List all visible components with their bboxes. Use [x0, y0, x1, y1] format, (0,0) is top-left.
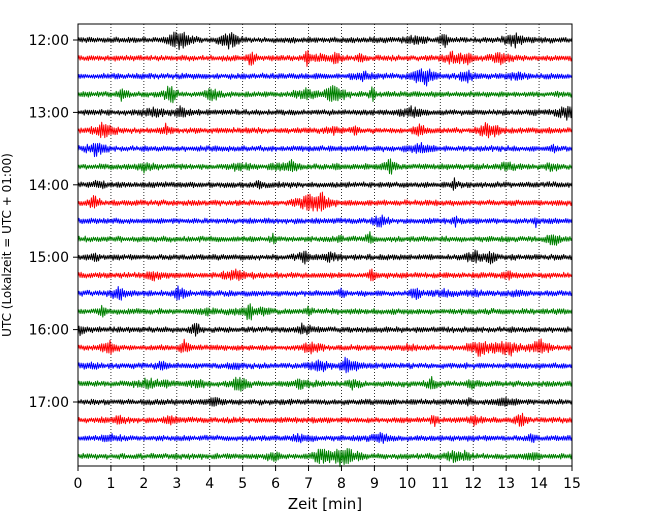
x-tick-label: 8: [337, 476, 346, 492]
y-tick-label: 12:00: [29, 33, 69, 49]
seismogram-trace: [77, 285, 573, 301]
seismogram-trace: [77, 338, 573, 357]
seismogram-trace: [77, 303, 573, 321]
seismogram-trace: [77, 356, 573, 374]
seismogram-trace: [77, 31, 573, 51]
seismogram-trace: [77, 412, 573, 428]
seismogram-trace: [77, 141, 573, 158]
seismogram-trace: [77, 105, 573, 121]
x-tick-label: 15: [563, 476, 581, 492]
x-tick-label: 2: [139, 476, 148, 492]
y-tick-label: 17:00: [29, 395, 69, 411]
seismogram-trace: [77, 84, 573, 104]
x-tick-label: 13: [497, 476, 515, 492]
x-tick-label: 3: [172, 476, 181, 492]
seismogram-trace: [77, 49, 573, 67]
x-axis-ticks: 0 1 2 3 4 5 6 7 8 9 10 11 12 13 14 15: [74, 466, 581, 492]
seismogram-trace: [77, 214, 573, 229]
seismogram-traces: [77, 31, 573, 468]
x-tick-label: 7: [304, 476, 313, 492]
y-axis-label: UTC (Lokalzeit = UTC + 01:00): [0, 153, 14, 337]
seismogram-trace: [77, 68, 573, 87]
seismogram-trace: [77, 322, 573, 337]
x-tick-label: 6: [271, 476, 280, 492]
plot-frame: [77, 23, 573, 467]
x-tick-label: 14: [530, 476, 548, 492]
seismogram-trace: [77, 158, 573, 175]
x-tick-label: 9: [370, 476, 379, 492]
x-axis-label: Zeit [min]: [288, 495, 362, 513]
plot-area: [78, 24, 572, 466]
seismogram-trace: [77, 249, 573, 265]
y-tick-label: 16:00: [29, 323, 69, 339]
y-tick-label: 15:00: [29, 250, 69, 266]
seismogram-trace: [77, 191, 573, 212]
seismogram-trace: [77, 177, 573, 191]
x-tick-label: 4: [205, 476, 214, 492]
x-tick-label: 12: [464, 476, 482, 492]
seismogram-trace: [77, 375, 573, 392]
x-tick-label: 5: [238, 476, 247, 492]
seismogram-trace: [77, 268, 573, 282]
seismogram-trace: [77, 396, 573, 407]
x-tick-label: 0: [74, 476, 83, 492]
seismogram-trace: [77, 121, 573, 139]
x-tick-label: 11: [431, 476, 449, 492]
x-tick-label: 10: [398, 476, 416, 492]
seismogram-trace: [77, 231, 573, 246]
seismogram-trace: [77, 447, 573, 468]
y-tick-label: 14:00: [29, 178, 69, 194]
seismogram-trace: [77, 431, 573, 444]
y-axis-ticks: 12:00 13:00 14:00 15:00 16:00 17:00: [29, 33, 78, 411]
x-tick-label: 1: [106, 476, 115, 492]
y-tick-label: 13:00: [29, 105, 69, 121]
